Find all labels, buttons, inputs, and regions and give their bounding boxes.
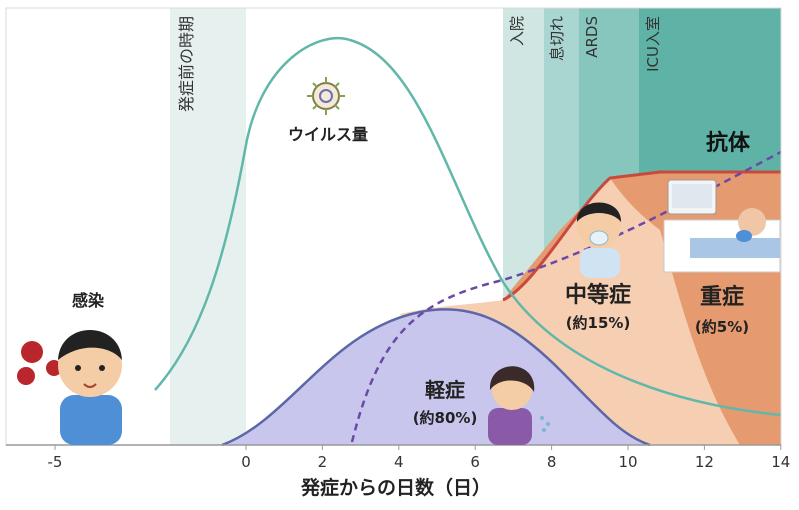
- hospitalization-label: 入院: [508, 16, 526, 46]
- x-tick-label: 10: [618, 453, 637, 471]
- viral-load-label: ウイルス量: [288, 125, 368, 144]
- x-tick-group: -5 0 2 4 6 8 10 12 14: [48, 445, 790, 471]
- icu-label: ICU入室: [644, 16, 662, 72]
- x-tick-label: -5: [48, 453, 63, 471]
- virus-icon: [307, 77, 345, 115]
- severe-pct-label: (約5%): [695, 318, 749, 336]
- moderate-pct-label: (約15%): [566, 314, 631, 332]
- severe-line: [502, 170, 781, 302]
- oxygen-mask-person-icon: [576, 202, 622, 278]
- antibody-label: 抗体: [706, 130, 751, 156]
- mild-pct-label: (約80%): [413, 409, 478, 427]
- x-tick-label: 12: [695, 453, 714, 471]
- dyspnea-label: 息切れ: [548, 16, 566, 61]
- presymptomatic-band: [170, 8, 246, 445]
- moderate-label: 中等症: [565, 282, 631, 308]
- severe-label: 重症: [700, 284, 744, 310]
- viral-load-curve: [154, 36, 782, 417]
- infection-label: 感染: [72, 291, 105, 310]
- mild-line: [221, 308, 651, 447]
- mild-label: 軽症: [425, 378, 465, 402]
- mild-area: [222, 309, 650, 445]
- infected-person-icon: [17, 330, 122, 445]
- coughing-person-icon: [488, 366, 550, 445]
- presymptomatic-label: 発症前の時期: [177, 16, 196, 112]
- x-tick-label: 6: [470, 453, 480, 471]
- x-tick-label: 2: [318, 453, 328, 471]
- x-tick-label: 8: [547, 453, 557, 471]
- x-tick-label: 4: [394, 453, 404, 471]
- x-axis-title: 発症からの日数（日）: [300, 476, 491, 499]
- x-tick-label: 0: [241, 453, 251, 471]
- icu-bed-icon: [663, 179, 781, 273]
- x-tick-label: 14: [771, 453, 790, 471]
- ards-label: ARDS: [583, 16, 601, 58]
